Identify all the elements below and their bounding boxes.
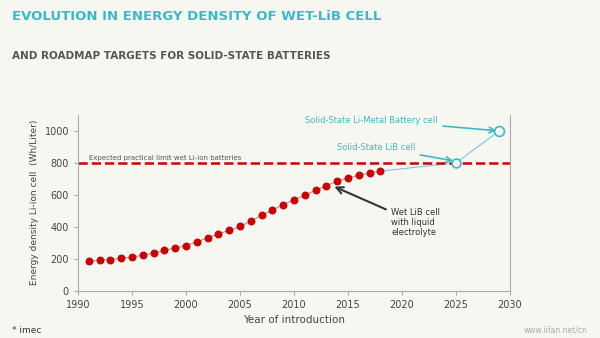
Point bbox=[127, 255, 137, 260]
Point bbox=[365, 170, 374, 176]
Point bbox=[278, 202, 288, 208]
Text: Wet LiB cell
with liquid
electrolyte: Wet LiB cell with liquid electrolyte bbox=[337, 187, 440, 237]
Point bbox=[311, 188, 320, 193]
Point bbox=[160, 248, 169, 253]
Point bbox=[494, 128, 504, 134]
Point bbox=[106, 257, 115, 262]
Point bbox=[451, 160, 461, 166]
Point bbox=[203, 235, 212, 241]
Y-axis label: Energy density Li-ion cell  (Wh/Liter): Energy density Li-ion cell (Wh/Liter) bbox=[30, 120, 39, 286]
Text: Solid-State LiB cell: Solid-State LiB cell bbox=[337, 143, 451, 162]
Point bbox=[138, 252, 148, 258]
Point bbox=[354, 173, 364, 178]
Point bbox=[170, 245, 180, 250]
Point bbox=[214, 231, 223, 237]
Point bbox=[343, 175, 353, 180]
Point bbox=[332, 178, 342, 184]
Text: * imec: * imec bbox=[12, 325, 41, 335]
Text: AND ROADMAP TARGETS FOR SOLID-STATE BATTERIES: AND ROADMAP TARGETS FOR SOLID-STATE BATT… bbox=[12, 51, 331, 61]
Point bbox=[192, 239, 202, 245]
Text: www.iifan.net/cn: www.iifan.net/cn bbox=[524, 325, 588, 335]
Point bbox=[84, 259, 94, 264]
Point bbox=[116, 256, 126, 261]
Point bbox=[268, 207, 277, 213]
Point bbox=[322, 183, 331, 188]
Point bbox=[224, 227, 234, 233]
Point bbox=[235, 224, 245, 229]
Point bbox=[246, 218, 256, 224]
Point bbox=[181, 243, 191, 248]
Point bbox=[149, 250, 158, 256]
Point bbox=[257, 213, 266, 218]
Text: Solid-State Li-Metal Battery cell: Solid-State Li-Metal Battery cell bbox=[305, 116, 494, 133]
X-axis label: Year of introduction: Year of introduction bbox=[243, 315, 345, 325]
Point bbox=[289, 197, 299, 202]
Point bbox=[300, 192, 310, 198]
Point bbox=[95, 258, 104, 263]
Point bbox=[376, 168, 385, 174]
Text: EVOLUTION IN ENERGY DENSITY OF WET-LiB CELL: EVOLUTION IN ENERGY DENSITY OF WET-LiB C… bbox=[12, 10, 382, 23]
Text: Expected practical limit wet Li-ion batteries: Expected practical limit wet Li-ion batt… bbox=[89, 155, 241, 161]
